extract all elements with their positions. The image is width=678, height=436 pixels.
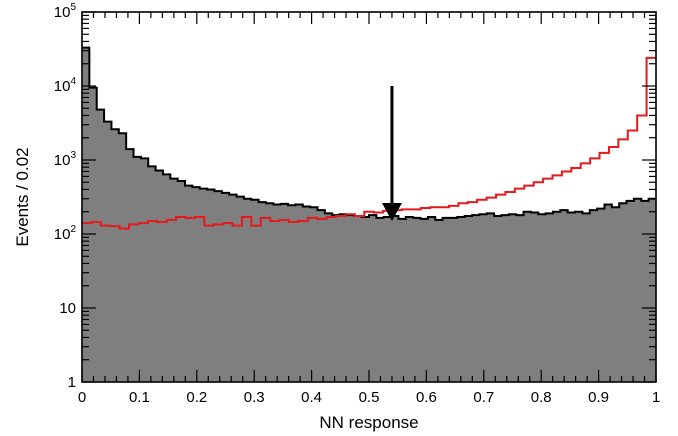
y-tick-label: 10 [59,300,76,317]
y-tick-label: 1 [68,374,76,391]
x-tick-label: 0.9 [588,389,609,406]
x-axis-title: NN response [319,413,418,432]
x-tick-label: 0.4 [301,389,322,406]
x-tick-label: 0.5 [359,389,380,406]
background-histogram-fill [82,47,656,382]
y-tick-labels: 1 10 102 103 104 105 [54,2,77,391]
background-histogram-outline [82,46,656,221]
plot-area [81,11,657,383]
y-tick-label: 102 [54,224,77,243]
y-tick-label: 104 [54,76,77,95]
x-tick-label: 0.8 [531,389,552,406]
x-tick-label: 0.3 [244,389,265,406]
y-tick-label: 105 [54,2,77,21]
x-tick-labels: 0 0.1 0.2 0.3 0.4 0.5 0.6 0.7 0.8 0.9 1 [78,389,660,406]
x-tick-label: 1 [652,389,660,406]
arrow-head [381,202,402,221]
y-axis-title: Events / 0.02 [13,147,32,246]
y-tick-label: 103 [54,150,77,169]
x-tick-label: 0.1 [129,389,150,406]
plot-frame [81,11,657,383]
x-tick-label: 0 [78,389,86,406]
x-tick-label: 0.2 [186,389,207,406]
signal-histogram-line [82,56,656,230]
cut-arrow [381,86,402,221]
x-tick-label: 0.7 [473,389,494,406]
x-tick-label: 0.6 [416,389,437,406]
